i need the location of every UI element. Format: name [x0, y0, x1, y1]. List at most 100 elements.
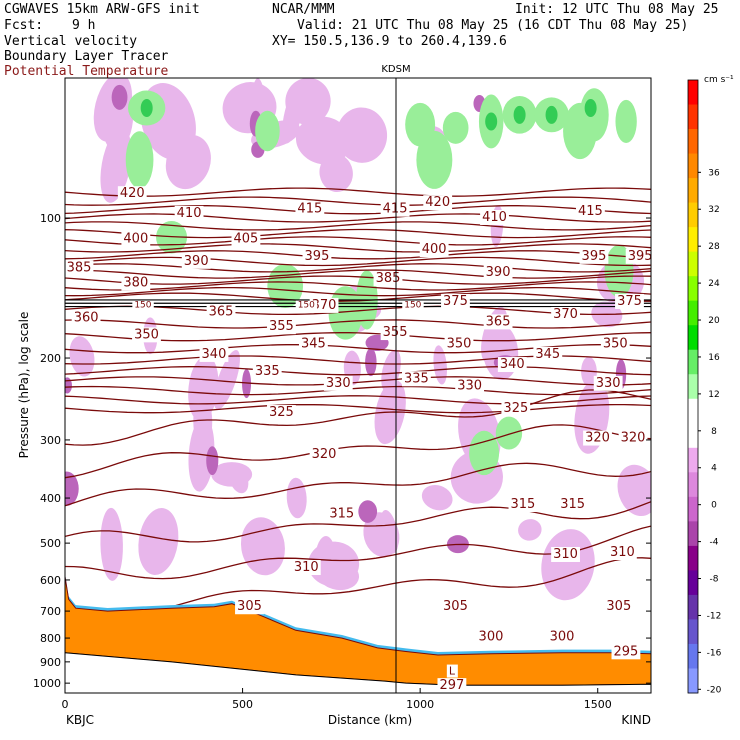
- y-tick-label: 100: [40, 212, 61, 225]
- label-backing: [604, 599, 634, 615]
- downward-cell: [100, 128, 132, 203]
- colorbar-unit: cm s⁻¹: [704, 75, 734, 85]
- downward-cell: [213, 350, 240, 410]
- label-backing: [121, 231, 151, 247]
- y-tick-label: 900: [40, 656, 61, 669]
- colorbar-swatch: [688, 472, 698, 498]
- x-tick-label: 1500: [584, 698, 612, 711]
- field-vertical-velocity: Vertical velocity: [4, 34, 138, 49]
- theta-label: 395: [628, 249, 653, 264]
- colorbar-label: 20: [708, 316, 720, 326]
- strong-downward-shading: [65, 84, 627, 554]
- downward-cell: [240, 517, 285, 576]
- label-backing: [206, 304, 236, 320]
- theta-label: 415: [383, 202, 408, 217]
- theta-label: 295: [614, 644, 639, 659]
- label-backing: [618, 430, 648, 446]
- colorbar-swatch: [688, 643, 698, 669]
- theta-label: 335: [404, 371, 429, 386]
- colorbar-swatch: [688, 398, 698, 424]
- strong-downward-cell: [111, 84, 128, 110]
- theta-labels: 420 410 415 415 420 410 415 400 405 395 400 390 395 3…: [64, 186, 655, 694]
- y-axis-label: Pressure (hPa), log scale: [17, 312, 31, 459]
- colorbar-swatch: [688, 251, 698, 277]
- downward-cell: [286, 477, 307, 519]
- theta-label: 370: [312, 298, 337, 313]
- strong-downward-cell: [365, 348, 377, 377]
- theta-contour: [65, 187, 651, 197]
- theta-label: 390: [184, 254, 209, 269]
- theta-label: 395: [305, 249, 330, 264]
- label-backing: [267, 405, 296, 421]
- label-backing: [174, 205, 204, 221]
- theta-label: 315: [560, 497, 585, 512]
- theta-label: 400: [422, 242, 447, 257]
- colorbar-swatch: [688, 104, 698, 130]
- label-backing: [71, 310, 101, 326]
- theta-label: 300: [479, 630, 504, 645]
- downward-cell: [318, 560, 360, 591]
- theta-contour: [65, 344, 651, 354]
- downward-cell: [319, 153, 353, 193]
- colorbar-swatch: [688, 349, 698, 375]
- downward-cell: [138, 507, 179, 575]
- tropopause-label: 150: [404, 301, 421, 311]
- colorbar-label: 4: [711, 464, 717, 474]
- strong-upward-cell: [485, 112, 498, 131]
- label-backing: [508, 497, 538, 513]
- theta-label: 330: [326, 376, 351, 391]
- tropopause-label: 150: [134, 301, 151, 311]
- upward-cell: [563, 102, 597, 160]
- downward-cell: [518, 519, 542, 541]
- theta-contour: [65, 263, 651, 273]
- label-backing: [583, 430, 612, 446]
- theta-contour: [65, 236, 651, 246]
- label-backing: [533, 346, 563, 362]
- x-axis-label: Distance (km): [328, 713, 412, 727]
- label-backing: [291, 560, 321, 576]
- upward-cell: [255, 110, 280, 152]
- label-backing: [64, 260, 94, 276]
- theta-contour: [65, 221, 651, 231]
- theta-label: 320: [312, 447, 337, 462]
- label-backing: [547, 629, 577, 645]
- colorbar-label: 12: [708, 390, 719, 400]
- label-backing: [132, 327, 161, 343]
- colorbar-swatch: [688, 447, 698, 473]
- theta-label: 355: [383, 325, 408, 340]
- x-tick-label: 500: [232, 698, 253, 711]
- colorbar-label: -20: [707, 685, 722, 695]
- forecast-hour: 9 h: [72, 18, 96, 33]
- theta-label: 355: [269, 319, 294, 334]
- label-backing: [615, 293, 644, 309]
- label-backing: [483, 314, 513, 330]
- colorbar-label: -4: [710, 538, 719, 548]
- theta-label: 350: [603, 336, 628, 351]
- theta-contour: [65, 395, 651, 405]
- colorbar-label: 32: [708, 205, 719, 215]
- upward-cell: [442, 111, 469, 144]
- theta-contour: [65, 281, 651, 291]
- downward-cell: [228, 464, 249, 494]
- theta-label: 340: [500, 357, 525, 372]
- colorbar-label: 24: [708, 279, 720, 289]
- theta-label: 325: [503, 401, 528, 416]
- upward-cell: [615, 99, 637, 144]
- label-backing: [441, 293, 470, 309]
- label-backing: [476, 629, 506, 645]
- valid-time: Valid: 21 UTC Thu 08 May 25 (16 CDT Thu …: [297, 18, 689, 33]
- y-tick-label: 700: [40, 605, 61, 618]
- strong-upward-cell: [584, 98, 597, 117]
- label-backing: [437, 678, 467, 694]
- downward-cell: [188, 355, 219, 421]
- model-title: CGWAVES 15km ARW-GFS init: [4, 2, 200, 17]
- theta-label: 385: [376, 271, 401, 286]
- label-backing: [480, 209, 509, 225]
- label-backing: [551, 546, 580, 562]
- theta-label: 305: [443, 599, 468, 614]
- theta-label: 345: [301, 336, 326, 351]
- strong-downward-cell: [206, 446, 219, 476]
- theta-label: 420: [120, 186, 145, 201]
- y-tick-label: 200: [40, 352, 61, 365]
- theta-label: 330: [596, 376, 621, 391]
